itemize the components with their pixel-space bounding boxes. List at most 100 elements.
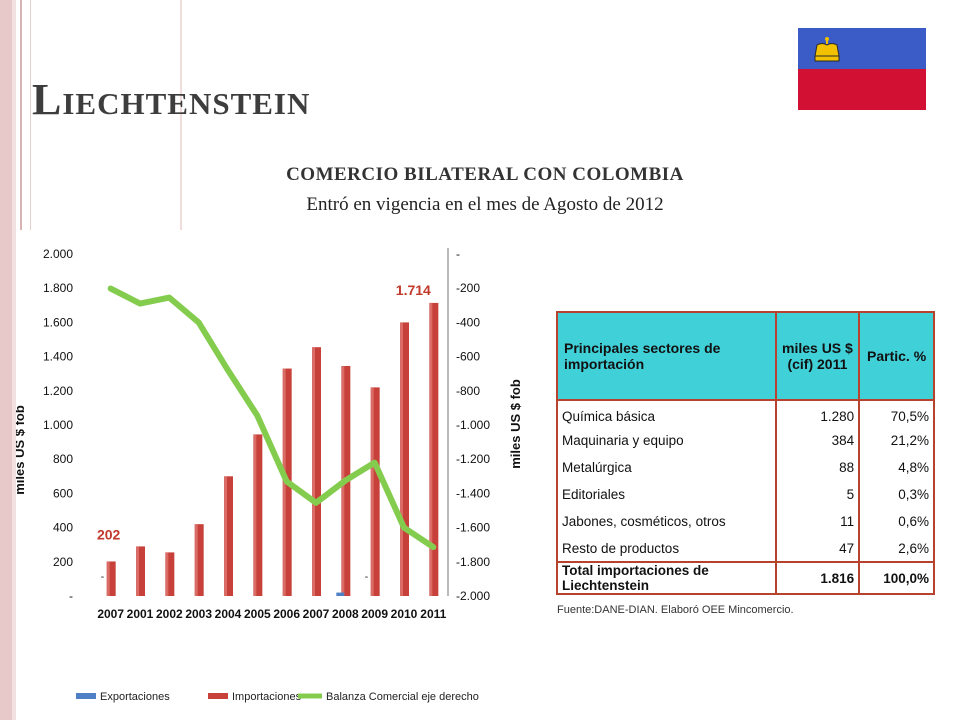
bar-importaciones <box>194 524 204 596</box>
legend-swatch <box>76 693 96 699</box>
y-left-tick-label: 800 <box>53 452 73 466</box>
x-axis: 2007 2001 2002 2003 2004 2005 2006 2007 2008 2009… <box>97 607 446 621</box>
zero-marker: - <box>101 571 105 583</box>
bar-highlight <box>253 434 257 596</box>
y-right-tick-label: -2.000 <box>456 589 490 603</box>
bar-importaciones <box>253 434 263 596</box>
table-cell-value: 384 <box>774 427 861 454</box>
x-tick-label: 2007 <box>97 607 124 621</box>
table-source-note: Fuente:DANE-DIAN. Elaboró OEE Mincomerci… <box>557 604 794 616</box>
annotation-first: 202 <box>97 526 121 542</box>
table-cell-value: 1.280 <box>774 400 861 427</box>
y-left-tick-label: 1.600 <box>43 315 73 329</box>
table-cell-share: 70,5% <box>858 400 935 427</box>
decor-band <box>12 0 16 720</box>
y-axis-right-label: miles US $ fob <box>508 379 523 469</box>
y-left-tick-label: 1.800 <box>43 281 73 295</box>
table-cell-share: 2,6% <box>858 535 935 562</box>
x-tick-label: 2011 <box>420 607 446 621</box>
x-tick-label: 2002 <box>156 607 183 621</box>
table-total-label: Total importaciones de Liechtenstein <box>556 561 777 595</box>
table-cell-value: 11 <box>774 508 861 535</box>
zero-marker: - <box>365 571 369 583</box>
y-right-tick-label: -600 <box>456 350 480 364</box>
bar-importaciones <box>224 476 233 596</box>
table-header: miles US $ (cif) 2011 <box>774 311 861 401</box>
y-left-tick-label: 600 <box>53 486 73 500</box>
table-row: Química básica 1.280 70,5% <box>556 400 935 427</box>
table-total-value: 1.816 <box>774 561 861 595</box>
bar-highlight <box>312 347 315 596</box>
bar-highlight <box>106 561 110 596</box>
x-tick-label: 2008 <box>332 607 359 621</box>
bar-importaciones <box>370 387 380 596</box>
bar-importaciones <box>312 347 321 596</box>
y-right-tick-label: -800 <box>456 384 480 398</box>
table-cell-sector: Metalúrgica <box>556 454 777 481</box>
y-left-tick-label: 1.200 <box>43 384 73 398</box>
table-cell-sector: Maquinaria y equipo <box>556 427 777 454</box>
bar-highlight <box>370 387 374 596</box>
imports-table: Principales sectores de importación mile… <box>556 311 935 595</box>
y-left-tick-label: 400 <box>53 521 73 535</box>
bar-highlight <box>165 552 169 596</box>
bar-highlight <box>224 476 227 596</box>
y-left-tick-label: 1.400 <box>43 350 73 364</box>
table-cell-sector: Jabones, cosméticos, otros <box>556 508 777 535</box>
slide-title: Liechtenstein <box>32 75 311 124</box>
bar-highlight <box>136 546 139 596</box>
table-header: Partic. % <box>858 311 935 401</box>
y-right-tick-label: -1.600 <box>456 521 490 535</box>
table-cell-sector: Química básica <box>556 400 777 427</box>
x-tick-label: 2007 <box>303 607 330 621</box>
table-cell-value: 5 <box>774 481 861 508</box>
y-left-tick-label: 1.000 <box>43 418 73 432</box>
bar-importaciones <box>429 302 439 596</box>
flag-red-stripe <box>798 69 926 110</box>
chart-legend: Exportaciones Importaciones Balanza Comerc… <box>76 691 479 703</box>
table-header: Principales sectores de importación <box>556 311 777 401</box>
decor-band <box>0 0 12 720</box>
legend-label: Importaciones <box>232 691 302 703</box>
y-axis-right: -2.000 -1.800 -1.600 -1.400 -1.200 -1.000 -800… <box>447 247 490 603</box>
y-right-tick-label: -400 <box>456 315 480 329</box>
y-right-tick-label: - <box>456 247 460 261</box>
bar-highlight <box>400 322 403 596</box>
y-right-tick-label: -1.400 <box>456 486 490 500</box>
bar-exportaciones <box>336 592 345 596</box>
x-tick-label: 2005 <box>244 607 271 621</box>
bar-highlight <box>194 524 198 596</box>
bar-highlight <box>429 302 433 596</box>
balance-line <box>107 285 437 551</box>
table-row: Editoriales 5 0,3% <box>556 481 935 508</box>
bar-importaciones <box>165 552 175 596</box>
y-left-tick-label: 2.000 <box>43 247 73 261</box>
legend-label: Balanza Comercial eje derecho <box>326 691 479 703</box>
table-cell-sector: Resto de productos <box>556 535 777 562</box>
table-row: Jabones, cosméticos, otros 11 0,6% <box>556 508 935 535</box>
liechtenstein-flag <box>798 28 926 110</box>
table-total-row: Total importaciones de Liechtenstein 1.8… <box>556 561 935 595</box>
x-tick-label: 2004 <box>215 607 242 621</box>
y-axis-left: - 200 400 600 800 1.000 1.200 1.400 1.600 1.800 2.… <box>43 247 73 603</box>
table-row: Metalúrgica 88 4,8% <box>556 454 935 481</box>
bar-importaciones <box>400 322 409 596</box>
bar-importaciones <box>106 561 116 596</box>
trade-chart: -200 400 600 800 1.000 1.200 1.400 1.600 1.800 2.… <box>12 247 523 703</box>
x-tick-label: 2009 <box>361 607 388 621</box>
table-cell-value: 47 <box>774 535 861 562</box>
y-right-tick-label: -200 <box>456 281 480 295</box>
slide-subtitle: COMERCIO BILATERAL CON COLOMBIA <box>286 164 684 185</box>
x-tick-label: 2006 <box>273 607 300 621</box>
bar-importaciones <box>136 546 145 596</box>
y-left-tick-label: - <box>69 589 73 603</box>
table-cell-share: 0,3% <box>858 481 935 508</box>
x-tick-label: 2003 <box>185 607 212 621</box>
y-right-tick-label: -1.200 <box>456 452 490 466</box>
table-cell-sector: Editoriales <box>556 481 777 508</box>
legend-label: Exportaciones <box>100 691 170 703</box>
legend-swatch <box>208 693 228 699</box>
table-row: Maquinaria y equipo 384 21,2% <box>556 427 935 454</box>
table-cell-share: 0,6% <box>858 508 935 535</box>
table-cell-share: 21,2% <box>858 427 935 454</box>
